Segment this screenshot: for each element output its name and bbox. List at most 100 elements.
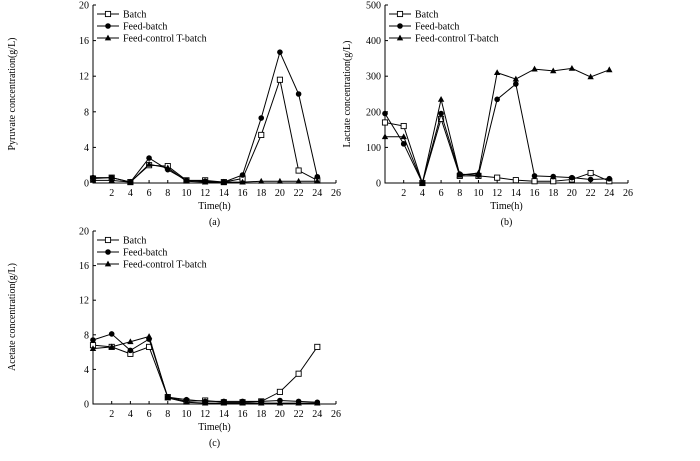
data-point-feed-control-t-batch: [295, 177, 302, 184]
data-point-feed-batch: [258, 115, 265, 121]
series-batch: [89, 76, 321, 186]
data-point-batch: [587, 169, 594, 177]
series-feed-batch: [90, 331, 321, 406]
x-tick-label: 16: [238, 409, 248, 420]
y-tick-label: 200: [366, 107, 381, 118]
x-tick-label: 20: [275, 188, 285, 199]
x-tick-label: 20: [275, 409, 285, 420]
data-point-feed-batch: [382, 110, 388, 117]
y-tick-label: 4: [84, 143, 89, 154]
data-point-feed-control-t-batch: [183, 398, 190, 405]
data-point-batch: [258, 131, 265, 138]
data-point-feed-batch: [569, 174, 575, 181]
data-point-feed-control-t-batch: [108, 343, 115, 350]
data-point-batch: [295, 370, 302, 377]
data-point-feed-control-t-batch: [164, 394, 171, 401]
data-point-feed-control-t-batch: [419, 179, 426, 186]
data-point-feed-control-t-batch: [512, 75, 520, 82]
legend-label-feed-control-t-batch: Feed-control T-batch: [415, 34, 499, 45]
x-axis-title: Time(h): [490, 201, 522, 212]
legend-label-batch: Batch: [123, 10, 146, 21]
data-point-feed-control-t-batch: [295, 399, 302, 406]
x-tick-label: 22: [294, 409, 304, 420]
data-point-batch: [314, 343, 321, 350]
data-point-feed-control-t-batch: [239, 399, 246, 406]
data-point-feed-batch: [438, 110, 444, 117]
x-tick-label: 2: [401, 188, 406, 199]
y-tick-label: 500: [366, 1, 381, 12]
panel-label: (a): [209, 217, 220, 228]
data-point-feed-batch: [146, 155, 152, 161]
y-tick-label: 20: [79, 227, 89, 238]
data-point-feed-batch: [550, 173, 557, 180]
x-tick-label: 4: [420, 188, 425, 199]
data-point-feed-control-t-batch: [276, 399, 284, 406]
data-point-feed-control-t-batch: [89, 345, 97, 352]
x-tick-label: 14: [511, 188, 521, 199]
x-tick-label: 26: [623, 188, 633, 199]
legend-marker-feed-batch: [105, 23, 111, 29]
data-point-feed-control-t-batch: [258, 399, 265, 406]
y-tick-label: 100: [366, 143, 381, 154]
panel-label: (c): [209, 438, 220, 449]
chart-panel-c: 2 4 6 8 10 12 14 16 18 20 22 24 26048121620Time(h)Ac…: [7, 227, 341, 450]
data-point-feed-control-t-batch: [550, 67, 557, 74]
series-feed-control-t-batch: [381, 64, 613, 186]
data-point-feed-control-t-batch: [381, 133, 389, 140]
x-tick-label: 14: [219, 409, 229, 420]
x-tick-label: 10: [181, 188, 191, 199]
legend-marker-batch: [396, 10, 404, 18]
x-tick-label: 6: [439, 188, 444, 199]
data-point-feed-batch: [295, 91, 302, 97]
x-tick-label: 2: [109, 409, 114, 420]
y-axis-title: Pyruvate concentration(g/L): [7, 37, 18, 150]
data-point-feed-batch: [606, 175, 613, 182]
data-point-feed-control-t-batch: [127, 338, 134, 345]
data-point-feed-control-t-batch: [258, 177, 265, 184]
data-point-feed-control-t-batch: [220, 178, 228, 185]
y-tick-label: 16: [79, 36, 89, 47]
legend-label-batch: Batch: [123, 236, 146, 247]
data-point-feed-control-t-batch: [531, 65, 538, 72]
data-point-feed-control-t-batch: [587, 73, 594, 80]
y-tick-label: 20: [79, 1, 89, 12]
x-tick-label: 8: [165, 409, 170, 420]
x-tick-label: 6: [147, 409, 152, 420]
data-point-feed-batch: [90, 337, 96, 343]
y-tick-label: 0: [376, 179, 381, 190]
data-point-batch: [276, 388, 283, 395]
data-point-batch: [550, 178, 557, 185]
series-batch: [89, 342, 321, 406]
x-tick-label: 8: [457, 188, 462, 199]
legend-label-feed-control-t-batch: Feed-control T-batch: [123, 34, 207, 45]
data-point-batch: [494, 174, 501, 181]
x-tick-label: 24: [604, 188, 614, 199]
data-point-feed-control-t-batch: [108, 176, 115, 183]
data-point-feed-control-t-batch: [89, 176, 97, 183]
x-tick-label: 18: [256, 188, 266, 199]
data-point-feed-control-t-batch: [183, 177, 190, 184]
x-axis-title: Time(h): [198, 201, 230, 212]
data-point-feed-control-t-batch: [314, 177, 321, 184]
y-tick-label: 4: [84, 365, 89, 376]
data-point-batch: [400, 122, 407, 130]
series-line-batch: [92, 344, 318, 403]
data-point-feed-batch: [400, 141, 407, 147]
legend-marker-batch: [104, 236, 112, 244]
x-tick-label: 26: [331, 188, 341, 199]
legend-label-feed-batch: Feed-batch: [415, 22, 459, 33]
legend-label-batch: Batch: [415, 10, 438, 21]
x-tick-label: 14: [219, 188, 229, 199]
x-tick-label: 20: [567, 188, 577, 199]
data-point-feed-batch: [531, 173, 538, 179]
y-tick-label: 12: [79, 72, 89, 83]
data-point-feed-control-t-batch: [568, 64, 576, 71]
x-tick-label: 16: [530, 188, 540, 199]
series-feed-batch: [90, 49, 321, 185]
data-point-feed-batch: [513, 81, 519, 87]
legend-label-feed-batch: Feed-batch: [123, 248, 167, 259]
data-point-feed-batch: [314, 173, 321, 180]
y-tick-label: 0: [84, 179, 89, 190]
y-tick-label: 16: [79, 261, 89, 272]
